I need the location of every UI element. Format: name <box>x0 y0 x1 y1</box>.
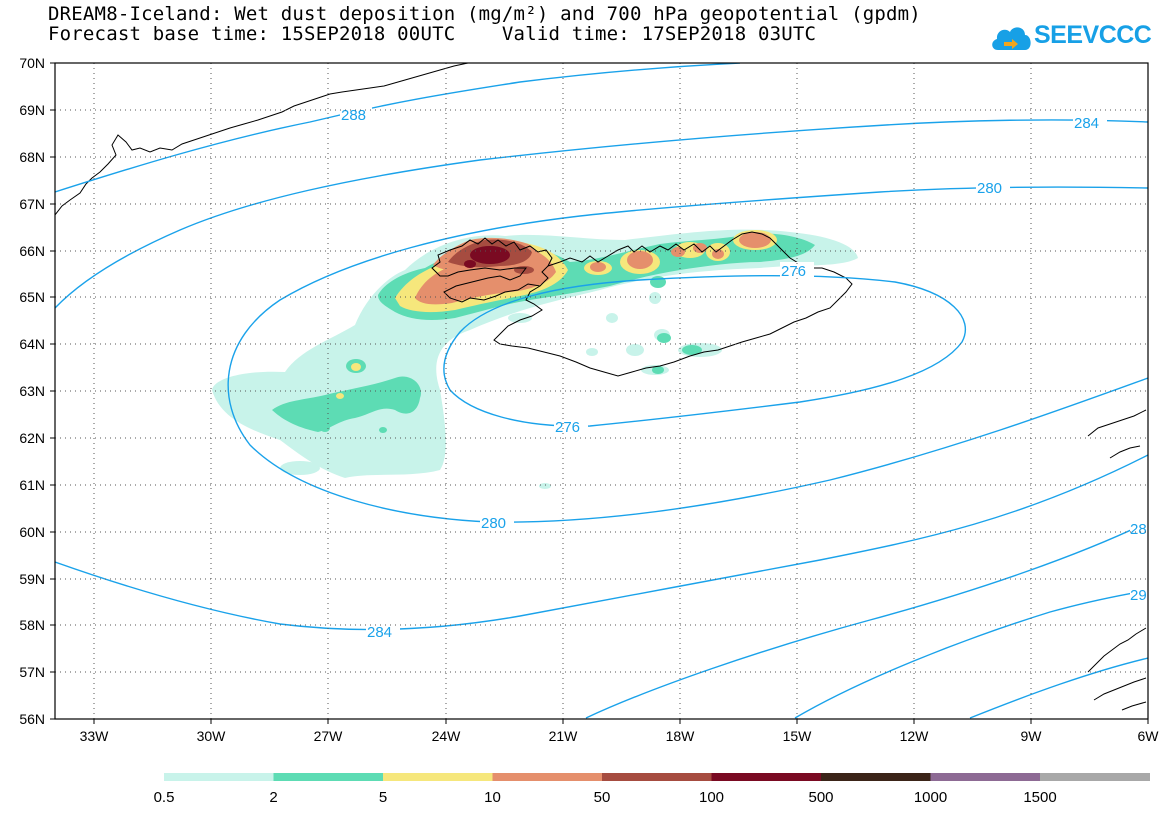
lon-label: 9W <box>1021 728 1043 744</box>
colorbar-label: 50 <box>594 789 611 806</box>
lon-label: 24W <box>432 728 462 744</box>
lon-label: 21W <box>549 728 579 744</box>
lat-label: 61N <box>19 477 45 493</box>
colorbar-swatch <box>711 773 822 781</box>
cloud-logo-icon <box>992 27 1031 50</box>
lat-label: 56N <box>19 711 45 727</box>
lat-label: 63N <box>19 383 45 399</box>
contour-label: 29 <box>1130 587 1147 604</box>
contour-label: 284 <box>367 624 392 641</box>
geopotential-contours <box>55 63 1148 719</box>
colorbar-label: 0.5 <box>154 789 175 806</box>
lat-label: 65N <box>19 289 45 305</box>
graticule <box>55 63 1148 719</box>
colorbar-label: 500 <box>808 789 833 806</box>
lon-label: 15W <box>783 728 813 744</box>
contour-280 <box>227 186 1148 523</box>
colorbar-label: 1500 <box>1023 789 1056 806</box>
colorbar-swatch <box>602 773 712 781</box>
colorbar-label: 2 <box>269 789 277 806</box>
latitude-labels: 70N 69N 68N 67N 66N 65N 64N 63N 62N 61N … <box>19 55 45 727</box>
lat-label: 58N <box>19 617 45 633</box>
colorbar-label: 10 <box>484 789 501 806</box>
lat-label: 60N <box>19 524 45 540</box>
colorbar-label: 100 <box>699 789 724 806</box>
colorbar-swatch <box>164 773 274 781</box>
lat-label: 68N <box>19 149 45 165</box>
colorbar-legend: 0.5 2 5 10 50 100 500 1000 1500 <box>154 773 1150 806</box>
lat-label: 64N <box>19 336 45 352</box>
lon-label: 27W <box>314 728 344 744</box>
lat-label: 69N <box>19 102 45 118</box>
lon-label: 18W <box>666 728 696 744</box>
lat-label: 62N <box>19 430 45 446</box>
lat-label: 59N <box>19 571 45 587</box>
colorbar-swatch <box>821 773 931 781</box>
colorbar-swatch <box>1040 773 1150 781</box>
colorbar-label: 5 <box>379 789 387 806</box>
contour-label: 288 <box>341 107 366 124</box>
colorbar-swatch <box>492 773 603 781</box>
lat-label: 67N <box>19 196 45 212</box>
contour-296 <box>969 657 1148 719</box>
contour-label: 280 <box>977 180 1002 197</box>
contour-284-south <box>55 454 1148 631</box>
colorbar-swatch <box>273 773 384 781</box>
longitude-labels: 33W 30W 27W 24W 21W 18W 15W 12W 9W 6W <box>80 728 1160 744</box>
axis-ticks <box>50 62 1149 724</box>
contour-276 <box>443 275 967 427</box>
coastlines <box>55 63 1147 711</box>
colorbar-swatch <box>383 773 493 781</box>
contour-288 <box>55 63 741 193</box>
colorbar-swatch <box>930 773 1041 781</box>
contour-label: 284 <box>1074 115 1099 132</box>
contour-label: 28 <box>1130 521 1147 538</box>
lat-label: 70N <box>19 55 45 71</box>
lon-label: 33W <box>80 728 110 744</box>
contour-label: 276 <box>555 419 580 436</box>
lon-label: 6W <box>1138 728 1160 744</box>
lon-label: 30W <box>197 728 227 744</box>
contour-label: 276 <box>781 263 806 280</box>
lat-label: 66N <box>19 243 45 259</box>
contour-label: 280 <box>481 515 506 532</box>
lon-label: 12W <box>900 728 930 744</box>
dust-deposition-shading <box>212 229 858 489</box>
colorbar-label: 1000 <box>914 789 947 806</box>
contour-288-south <box>585 521 1148 719</box>
contour-292 <box>794 589 1148 719</box>
contour-284 <box>55 119 1148 309</box>
logo-text: SEEVCCC <box>1034 21 1152 49</box>
title-line-1: DREAM8-Iceland: Wet dust deposition (mg/… <box>48 3 921 25</box>
contour-labels: 288 284 280 276 276 280 284 28 29 <box>340 106 1148 641</box>
seevccc-logo: SEEVCCC <box>990 20 1152 60</box>
title-line-2: Forecast base time: 15SEP2018 00UTC Vali… <box>48 23 817 45</box>
lat-label: 57N <box>19 664 45 680</box>
